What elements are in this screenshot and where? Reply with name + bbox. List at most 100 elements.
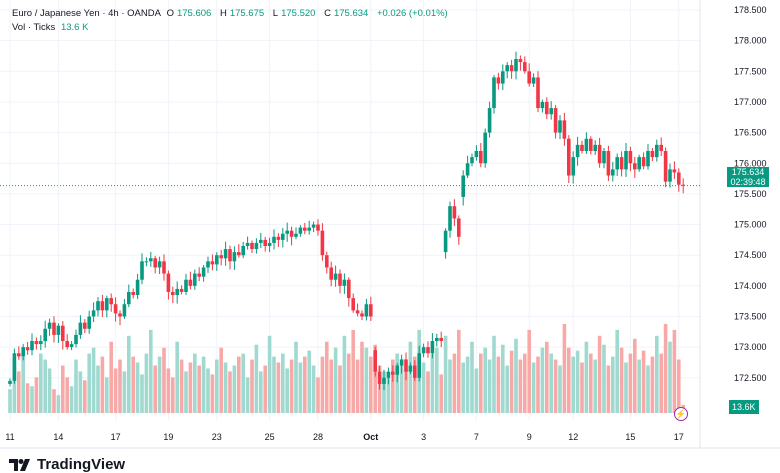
volume-bar — [171, 377, 175, 413]
volume-bar — [461, 362, 465, 413]
x-tick-label: 9 — [527, 432, 532, 442]
candle-body — [87, 316, 91, 329]
candle-body — [52, 322, 56, 335]
volume-bar — [360, 341, 364, 413]
volume-bar — [606, 365, 611, 413]
volume-bar — [443, 335, 448, 413]
volume-bar — [338, 365, 342, 413]
volume-bar — [509, 350, 514, 413]
x-tick-label: 14 — [53, 432, 63, 442]
y-tick-label: 172.500 — [734, 373, 767, 383]
volume-bar — [602, 344, 606, 413]
candle-body — [91, 310, 96, 317]
candle-body — [663, 150, 668, 182]
volume-bar — [452, 353, 457, 413]
candle-body — [527, 71, 531, 84]
volume-bar — [399, 362, 404, 413]
x-tick-label: 17 — [674, 432, 684, 442]
candle-body — [69, 344, 74, 348]
candle-body — [96, 301, 100, 311]
candle-body — [413, 365, 417, 378]
volume-bar — [408, 341, 413, 413]
candle-body — [12, 353, 17, 381]
candle-body — [56, 325, 61, 335]
candle-body — [197, 273, 201, 277]
volume-label[interactable]: Vol · Ticks — [12, 22, 56, 33]
candle-body — [25, 347, 30, 351]
y-tick-label: 177.500 — [734, 66, 767, 76]
volume-bar — [391, 359, 395, 413]
candle-body — [254, 242, 259, 250]
volume-bar — [628, 353, 633, 413]
candle-body — [655, 144, 659, 158]
x-tick-label: Oct — [363, 432, 378, 442]
symbol-title[interactable]: Euro / Japanese Yen · 4h · OANDA — [12, 8, 161, 19]
candle-body — [263, 239, 267, 247]
tradingview-logo[interactable]: TradingView — [9, 456, 125, 473]
volume-bar — [641, 350, 646, 413]
candle-body — [325, 255, 329, 268]
candle-body — [135, 279, 140, 296]
volume-bar — [56, 395, 61, 413]
candle-body — [650, 150, 655, 158]
volume-bar — [43, 359, 47, 413]
x-tick-label: 19 — [163, 432, 173, 442]
candle-body — [580, 144, 584, 151]
volume-bar — [228, 371, 232, 413]
candle-body — [558, 120, 562, 133]
volume-row: Vol · Ticks 13.6 K — [12, 21, 451, 35]
volume-bar — [69, 386, 74, 413]
volume-bar — [351, 329, 355, 413]
candle-body — [628, 150, 633, 164]
candle-body — [294, 233, 298, 237]
candle-body — [100, 301, 105, 311]
volume-bar — [237, 356, 241, 413]
candle-body — [606, 150, 611, 176]
volume-bar — [342, 335, 347, 413]
candle-body — [452, 206, 457, 219]
ohlc-row: Euro / Japanese Yen · 4h · OANDA O 175.60… — [12, 8, 448, 19]
volume-bar — [276, 362, 281, 413]
volume-bar — [131, 356, 135, 413]
candle-body — [83, 322, 87, 329]
candle-body — [457, 218, 461, 237]
candle-body — [245, 242, 250, 247]
volume-bar — [34, 377, 39, 413]
candle-body — [659, 144, 663, 151]
volume-bar — [47, 368, 52, 413]
candle-body — [303, 227, 307, 231]
candle-body — [39, 341, 43, 345]
volume-bar — [100, 356, 105, 413]
candle-body — [360, 313, 364, 317]
tradingview-logo-icon — [9, 458, 30, 471]
candle-body — [369, 304, 373, 317]
candle-body — [492, 77, 496, 109]
volume-bar — [113, 368, 118, 413]
candle-body — [171, 291, 175, 296]
volume-bar — [619, 347, 624, 413]
candle-body — [219, 255, 223, 259]
candle-body — [316, 224, 320, 231]
y-tick-label: 174.000 — [734, 281, 767, 291]
y-tick-label: 173.500 — [734, 312, 767, 322]
lightning-icon[interactable]: ⚡ — [674, 407, 688, 421]
candle-body — [426, 347, 430, 354]
x-tick-label: 25 — [265, 432, 275, 442]
candle-body — [78, 322, 83, 335]
volume-bar — [439, 374, 443, 413]
volume-bar — [558, 365, 562, 413]
volume-bar — [39, 353, 43, 413]
x-tick-label: 28 — [313, 432, 323, 442]
x-tick-label: 7 — [474, 432, 479, 442]
volume-bar — [320, 356, 325, 413]
volume-bar — [659, 353, 663, 413]
volume-bar — [21, 356, 25, 413]
candle-body — [122, 304, 127, 317]
volume-bar — [215, 359, 219, 413]
volume-bar — [127, 335, 131, 413]
volume-bar — [289, 359, 294, 413]
volume-bar — [30, 386, 34, 413]
volume-bar — [672, 329, 677, 413]
candle-body — [417, 353, 421, 378]
